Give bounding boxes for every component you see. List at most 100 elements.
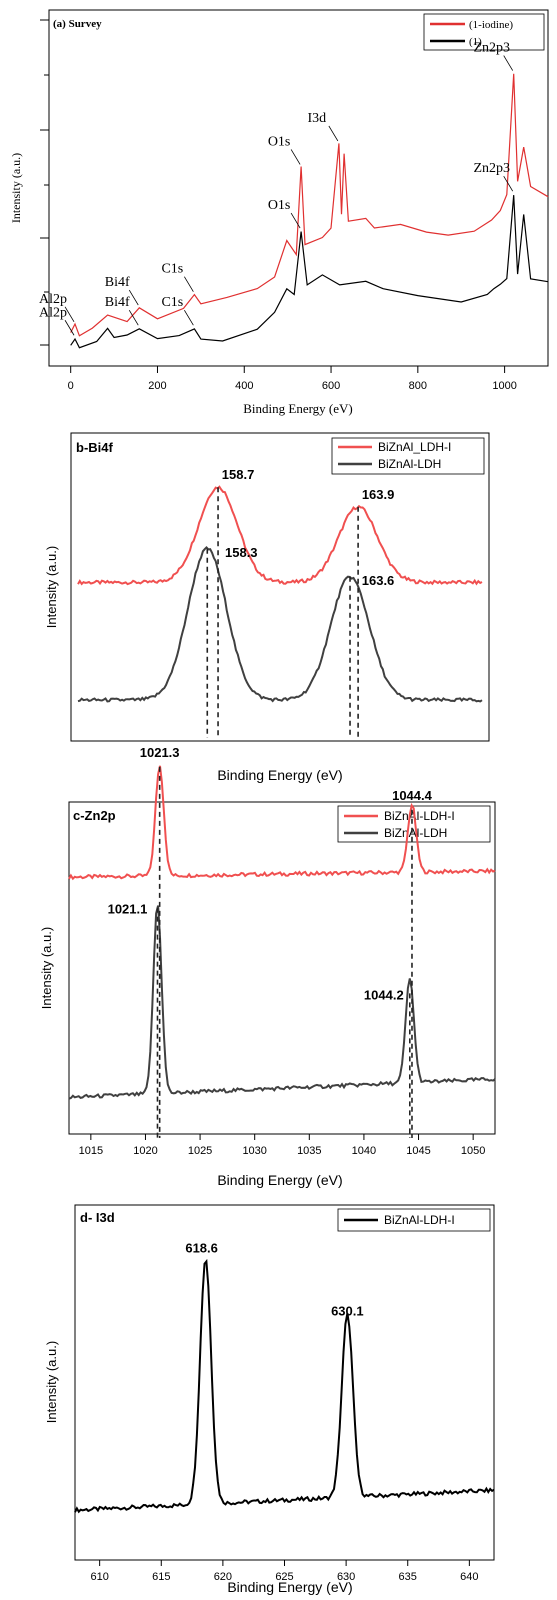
annotation-label: Al2p [39, 292, 67, 307]
panel-b-bi4f: b-Bi4f BiZnAl_LDH-I BiZnAl-LDH 158.7 163.… [44, 432, 490, 783]
panel-c-x-label: Binding Energy (eV) [217, 1172, 342, 1188]
x-tick-label: 610 [90, 1571, 108, 1583]
series-line-1-iodine [70, 73, 549, 337]
panel-d-peak-labels: 618.6 630.1 [185, 1240, 363, 1318]
panel-c-y-label: Intensity (a.u.) [39, 927, 54, 1009]
panel-d-i3d: d- I3d BiZnAl-LDH-I 618.6 630.1 610 615 620… [44, 1204, 495, 1595]
x-tick-label: 800 [409, 380, 427, 392]
panel-c-zn2p: c-Zn2p BiZnAl-LDH-I BiZnAl-LDH 1021.3104… [39, 745, 496, 1188]
annotation-label: O1s [268, 134, 291, 149]
panel-d-x-axis: 610 615 620 625 630 635 640 [90, 1560, 479, 1583]
x-tick-label: 1045 [406, 1145, 430, 1157]
panel-a-legend-box [423, 13, 545, 51]
x-tick-label: 400 [235, 380, 253, 392]
panel-c-frame [68, 801, 496, 1135]
legend-label-bizna-ldh-i: BiZnAl_LDH-I [378, 440, 451, 454]
annotation-label: C1s [161, 262, 183, 277]
x-tick-label: 640 [460, 1571, 478, 1583]
panel-d-y-label: Intensity (a.u.) [44, 1341, 59, 1423]
annotation-arrow [64, 306, 75, 323]
panel-d-legend: BiZnAl-LDH-I [337, 1208, 491, 1232]
annotation-arrow [290, 212, 301, 229]
series-line-bizna-ldh-i-c [68, 765, 496, 881]
annotation-arrow [64, 320, 75, 336]
x-tick-label: 1040 [352, 1145, 376, 1157]
panel-b-legend-box [331, 437, 485, 475]
x-tick-label: 625 [275, 1571, 293, 1583]
x-tick-label: 1030 [242, 1145, 266, 1157]
peak-label: 158.7 [222, 467, 255, 482]
x-tick-label: 1025 [188, 1145, 212, 1157]
panel-b-legend: BiZnAl_LDH-I BiZnAl-LDH [331, 437, 485, 475]
panel-a-title: (a) Survey [53, 18, 102, 30]
panel-b-x-label: Binding Energy (eV) [217, 767, 342, 783]
x-tick-label: 630 [337, 1571, 355, 1583]
x-tick-label: 1035 [297, 1145, 321, 1157]
panel-d-x-label: Binding Energy (eV) [227, 1579, 352, 1595]
panel-a-y-ticks [40, 19, 49, 346]
x-tick-label: 615 [152, 1571, 170, 1583]
peak-label: 1044.2 [364, 987, 404, 1002]
legend-label-1-iodine: (1-iodine) [469, 19, 513, 31]
peak-label: 163.6 [362, 573, 395, 588]
annotation-label: Zn2p3 [473, 161, 510, 176]
annotation-arrow [290, 149, 301, 165]
panel-a-frame [48, 9, 549, 367]
panel-a-y-label: Intensity (a.u.) [9, 153, 23, 223]
panel-a-x-label: Binding Energy (eV) [243, 401, 353, 416]
panel-c-title: c-Zn2p [73, 808, 116, 823]
annotation-label: Al2p [39, 305, 67, 320]
panel-b-peak-labels: 158.7 163.9 158.3 163.6 [206, 467, 395, 738]
x-tick-label: 1020 [133, 1145, 157, 1157]
peak-label: 1021.3 [140, 745, 180, 760]
annotation-arrow [128, 309, 139, 326]
peak-label: 1044.4 [392, 788, 433, 803]
annotation-arrow [328, 125, 339, 142]
panel-b-frame [70, 432, 490, 742]
annotation-arrow [184, 309, 194, 326]
peak-label: 630.1 [331, 1304, 364, 1319]
panel-a-annotations: Al2p Bi4f C1s O1s I3d Zn2p3 Al2p Bi4f C1s O1s Zn2p… [39, 41, 514, 336]
legend-label-bizna-ldh-i-d: BiZnAl-LDH-I [384, 1213, 455, 1227]
series-line-bizna-ldh-i [77, 485, 483, 586]
annotation-arrow [184, 276, 194, 292]
x-tick-label: 1015 [79, 1145, 103, 1157]
legend-label-bizna-ldh-i-c: BiZnAl-LDH-I [384, 809, 455, 823]
panel-a-survey: (a) Survey (1-iodine) (1) Al2p Bi4f C1s O1s… [9, 9, 549, 416]
panel-b-title: b-Bi4f [76, 440, 114, 455]
x-tick-label: 635 [399, 1571, 417, 1583]
annotation-label: Bi4f [105, 295, 130, 310]
annotation-label: Bi4f [105, 275, 130, 290]
panel-c-peak-labels: 1021.3 1044.4 1021.1 1044.2 [108, 745, 433, 1138]
x-tick-label: 0 [68, 380, 74, 392]
annotation-label: O1s [268, 198, 291, 213]
annotation-arrow [503, 55, 514, 71]
x-tick-label: 620 [214, 1571, 232, 1583]
x-tick-label: 1000 [492, 380, 516, 392]
x-tick-label: 200 [148, 380, 166, 392]
series-line-bizna-ldh-i-d [74, 1258, 495, 1514]
panel-b-y-label: Intensity (a.u.) [44, 546, 59, 628]
legend-label-bizna-ldh: BiZnAl-LDH [378, 457, 441, 471]
series-line-1 [70, 195, 549, 349]
x-tick-label: 1050 [461, 1145, 485, 1157]
annotation-label: I3d [308, 111, 327, 126]
series-line-bizna-ldh [77, 545, 483, 703]
legend-label-1: (1) [469, 36, 482, 48]
panel-d-legend-box [337, 1208, 491, 1232]
series-line-bizna-ldh-c [68, 905, 496, 1100]
x-tick-label: 600 [322, 380, 340, 392]
panel-c-x-axis: 1015 1020 1025 1030 1035 1040 1045 1050 [79, 1134, 485, 1157]
annotation-arrow [503, 175, 514, 192]
peak-label: 1021.1 [108, 902, 148, 917]
panel-d-title: d- I3d [80, 1210, 115, 1225]
panel-a-legend: (1-iodine) (1) [423, 13, 545, 51]
peak-label: 618.6 [185, 1240, 218, 1255]
annotation-label: Zn2p3 [473, 41, 510, 56]
panel-a-x-axis: 0 200 400 600 800 1000 [49, 365, 548, 392]
peak-label: 163.9 [362, 487, 395, 502]
peak-label: 158.3 [225, 545, 258, 560]
annotation-arrow [128, 289, 139, 306]
annotation-label: C1s [161, 295, 183, 310]
